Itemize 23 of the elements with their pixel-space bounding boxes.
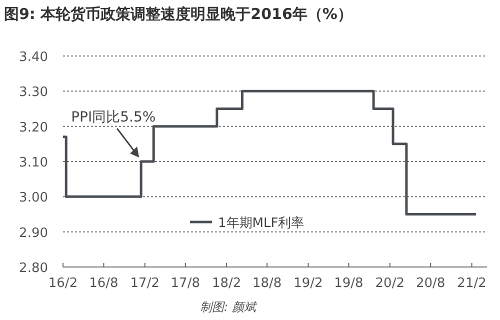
- y-tick-label: 3.00: [19, 190, 48, 206]
- x-tick-label: 19/8: [334, 276, 364, 291]
- legend: 1年期MLF利率: [190, 216, 304, 231]
- x-tick-label: 19/2: [294, 276, 323, 291]
- x-tick-label: 17/8: [170, 276, 200, 291]
- y-tick-label: 3.40: [19, 50, 48, 65]
- y-tick-label: 3.30: [19, 85, 48, 100]
- x-tick-label: 16/8: [89, 276, 118, 291]
- legend-label: 1年期MLF利率: [218, 215, 304, 231]
- x-tick-label: 20/8: [416, 276, 446, 291]
- y-tick-label: 3.20: [19, 120, 48, 136]
- annotation: PPI同比5.5%: [71, 110, 156, 126]
- y-tick-label: 2.90: [19, 226, 48, 241]
- x-tick-label: 18/8: [252, 276, 282, 291]
- text: 制图: 颜斌: [200, 300, 257, 314]
- x-tick-label: 18/2: [212, 276, 242, 291]
- x-tick-label: 17/2: [130, 276, 160, 291]
- x-tick-label: 21/2: [457, 276, 486, 291]
- x-tick-label: 16/2: [48, 276, 78, 291]
- chart-title: 图9: 本轮货币政策调整速度明显晚于2016年（%）: [4, 5, 352, 23]
- y-tick-label: 3.10: [19, 156, 48, 170]
- y-tick-label: 2.80: [19, 261, 48, 276]
- x-tick-label: 20/2: [375, 276, 404, 291]
